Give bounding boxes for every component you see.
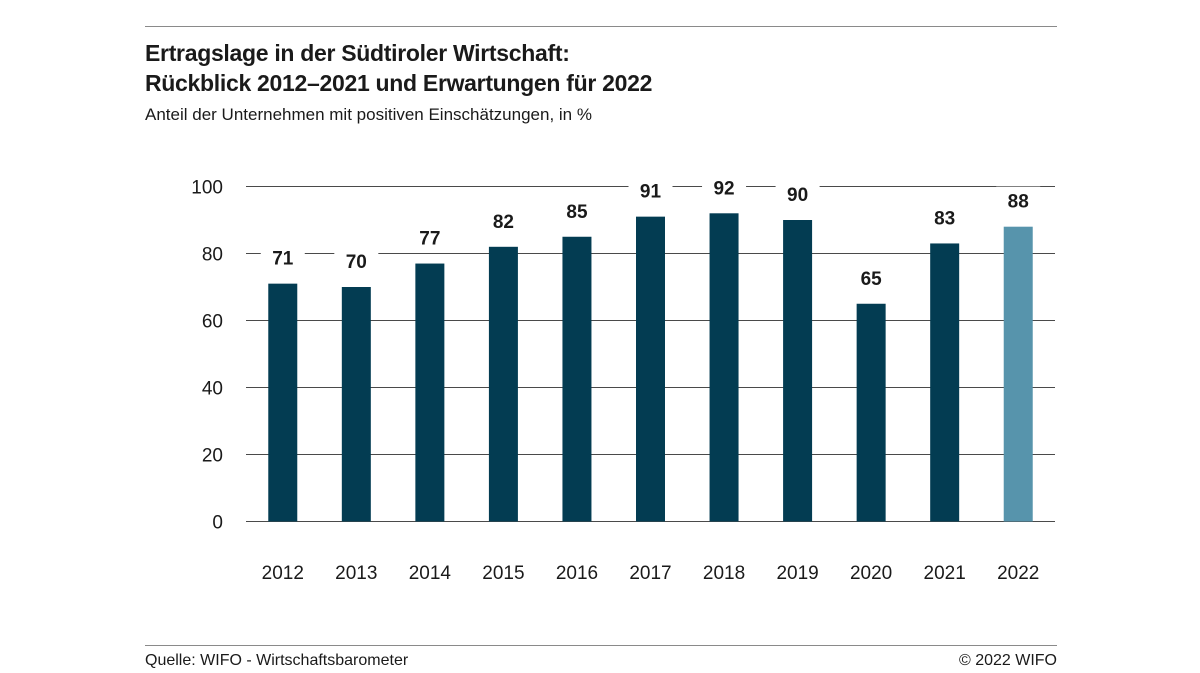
x-tick-label-2020: 2020 <box>850 563 892 584</box>
bar-2021 <box>930 243 960 522</box>
bottom-rule <box>145 645 1057 646</box>
x-axis: 2012 2013 2014 2015 2016 2017 2018 2019 2020 2021… <box>262 563 1040 584</box>
y-tick-label: 60 <box>202 312 223 333</box>
x-tick-label-2018: 2018 <box>703 563 745 584</box>
x-tick-label-2012: 2012 <box>262 563 304 584</box>
bar-2018 <box>709 213 739 522</box>
value-label-backdrop <box>775 180 820 208</box>
copyright-note: © 2022 WIFO <box>958 652 1057 669</box>
value-label-backdrop <box>260 243 305 272</box>
value-label-backdrop <box>922 203 967 232</box>
value-label-2014: 77 <box>419 229 440 250</box>
top-rule <box>145 26 1057 27</box>
y-tick-label: 100 <box>191 178 223 199</box>
bar-2017 <box>636 216 665 522</box>
value-label-2022: 88 <box>1008 192 1029 213</box>
x-tick-label-2021: 2021 <box>924 563 966 584</box>
value-label-backdrop <box>628 176 673 205</box>
x-tick-label-2019: 2019 <box>776 563 818 584</box>
value-label-backdrop <box>407 223 452 252</box>
value-label-backdrop <box>334 247 379 275</box>
bar-2015 <box>488 246 518 522</box>
y-tick-label: 20 <box>202 446 223 467</box>
x-tick-label-2022: 2022 <box>997 563 1039 584</box>
x-tick-label-2014: 2014 <box>409 563 452 584</box>
value-label-2017: 91 <box>640 182 662 203</box>
chart-subtitle: Anteil der Unternehmen mit positiven Ein… <box>145 105 592 124</box>
value-label-2019: 90 <box>787 185 808 206</box>
x-tick-label-2017: 2017 <box>629 563 671 584</box>
x-tick-label-2013: 2013 <box>335 563 377 584</box>
bar-2014 <box>415 263 445 522</box>
bar-2022 <box>1003 226 1033 522</box>
y-tick-label: 40 <box>202 379 223 400</box>
value-label-backdrop <box>702 173 747 202</box>
bar-2020 <box>856 303 886 522</box>
value-label-2021: 83 <box>934 208 955 229</box>
value-label-2016: 85 <box>566 202 588 223</box>
value-label-2012: 71 <box>272 249 294 270</box>
title-line-2: Rückblick 2012–2021 und Erwartungen für … <box>145 70 653 96</box>
y-tick-label: 0 <box>212 513 223 534</box>
title-line-1: Ertragslage in der Südtiroler Wirtschaft… <box>145 40 570 66</box>
bars: 71 70 77 82 85 91 92 90 65 83 88 <box>260 173 1041 522</box>
value-label-2015: 82 <box>493 212 514 233</box>
source-note: Quelle: WIFO - Wirtschaftsbarometer <box>145 652 409 669</box>
value-label-backdrop <box>996 186 1041 215</box>
y-tick-label: 80 <box>202 245 223 266</box>
y-axis: 0 20 40 60 80 100 <box>191 178 223 534</box>
x-tick-label-2016: 2016 <box>556 563 598 584</box>
bar-2019 <box>783 220 813 522</box>
value-label-2018: 92 <box>713 178 734 199</box>
value-label-backdrop <box>554 196 599 225</box>
bar-2012 <box>268 283 298 522</box>
value-label-2020: 65 <box>861 269 883 290</box>
x-tick-label-2015: 2015 <box>482 563 524 584</box>
value-label-backdrop <box>481 206 526 235</box>
chart-title: Ertragslage in der Südtiroler Wirtschaft… <box>145 38 652 98</box>
value-label-2013: 70 <box>346 252 367 273</box>
bar-2013 <box>341 287 371 522</box>
value-label-backdrop <box>849 263 894 292</box>
bar-2016 <box>562 236 592 522</box>
